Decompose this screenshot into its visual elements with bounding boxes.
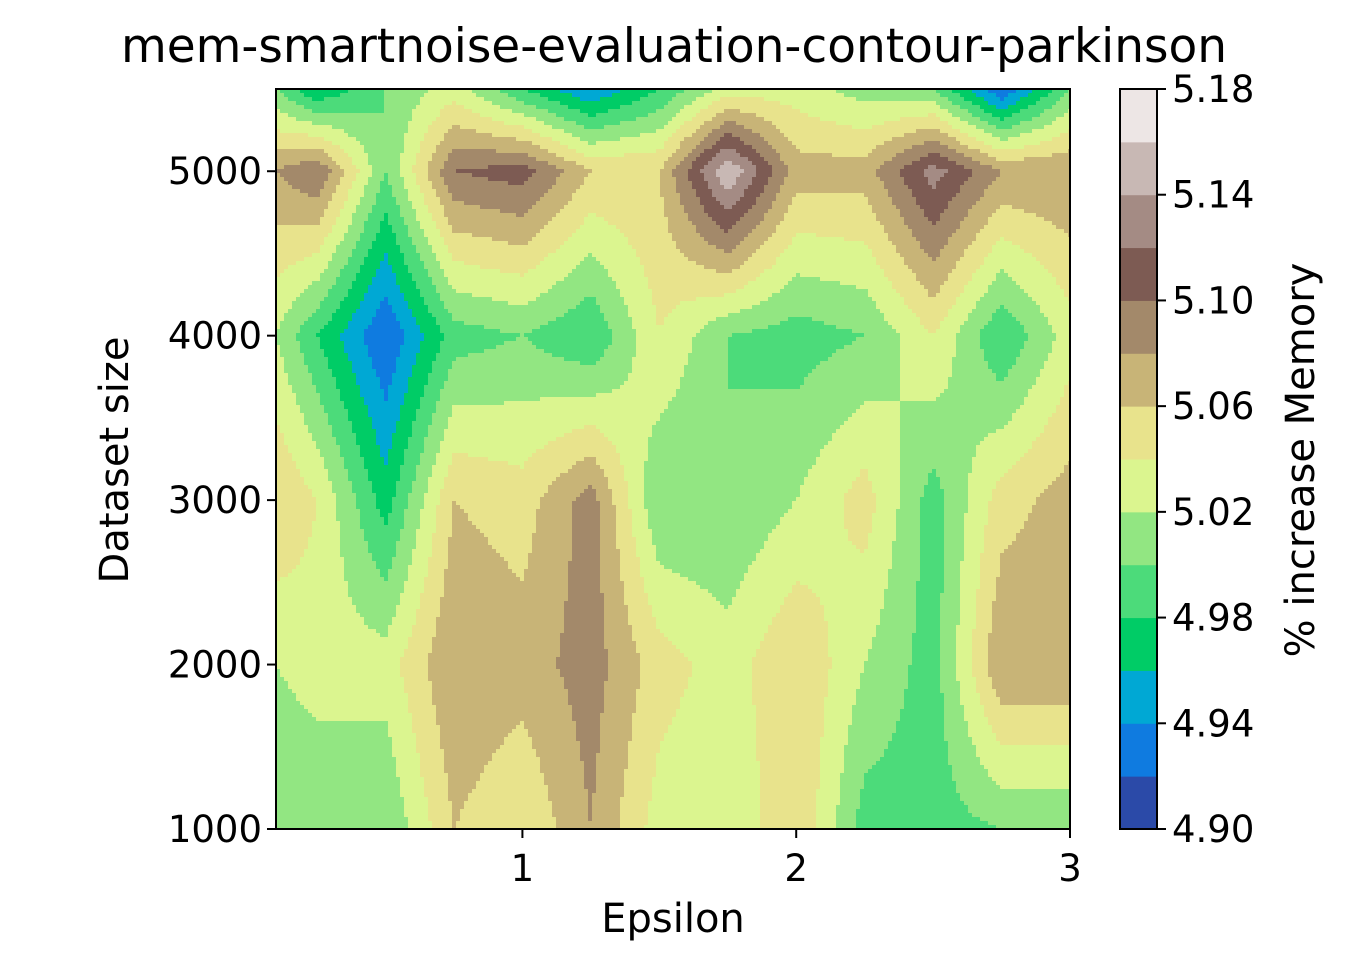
colorbar: 4.90 4.94 4.98 5.02 5.06 5.10 5.14 5.18 [1120,68,1254,851]
colorbar-band [1120,565,1157,618]
colorbar-band [1120,195,1157,248]
colorbar-tick-label: 5.18 [1172,68,1254,111]
colorbar-tick-label: 5.06 [1172,385,1254,428]
colorbar-band [1120,776,1157,829]
y-tick-label: 4000 [168,315,262,358]
colorbar-band [1120,670,1157,723]
y-axis: 1000 2000 3000 4000 5000 [168,150,276,851]
y-tick-label: 2000 [168,644,262,687]
x-tick-label: 2 [784,847,808,890]
colorbar-band [1120,618,1157,671]
plot-area [276,89,1071,830]
colorbar-band [1120,89,1157,142]
y-tick-label: 5000 [168,150,262,193]
chart-title: mem-smartnoise-evaluation-contour-parkin… [121,19,1227,74]
colorbar-band [1120,723,1157,776]
colorbar-band [1120,248,1157,301]
y-tick-label: 3000 [168,479,262,522]
contour-field [276,89,1071,830]
colorbar-tick-label: 5.10 [1172,279,1254,322]
colorbar-band [1120,512,1157,565]
colorbar-tick-label: 4.98 [1172,597,1254,640]
colorbar-band [1120,142,1157,195]
colorbar-band [1120,459,1157,512]
colorbar-tick-label: 5.02 [1172,491,1254,534]
y-tick-label: 1000 [168,808,262,851]
colorbar-tick-label: 4.94 [1172,702,1254,745]
colorbar-band [1120,406,1157,459]
colorbar-label: % increase Memory [1278,263,1324,658]
x-axis-label: Epsilon [601,896,745,942]
colorbar-band [1120,353,1157,406]
x-axis: 1 2 3 [511,829,1082,890]
y-axis-label: Dataset size [92,337,138,584]
colorbar-tick-label: 5.14 [1172,174,1254,217]
x-tick-label: 1 [511,847,535,890]
x-tick-label: 3 [1058,847,1082,890]
colorbar-band [1120,300,1157,353]
colorbar-tick-label: 4.90 [1172,808,1254,851]
